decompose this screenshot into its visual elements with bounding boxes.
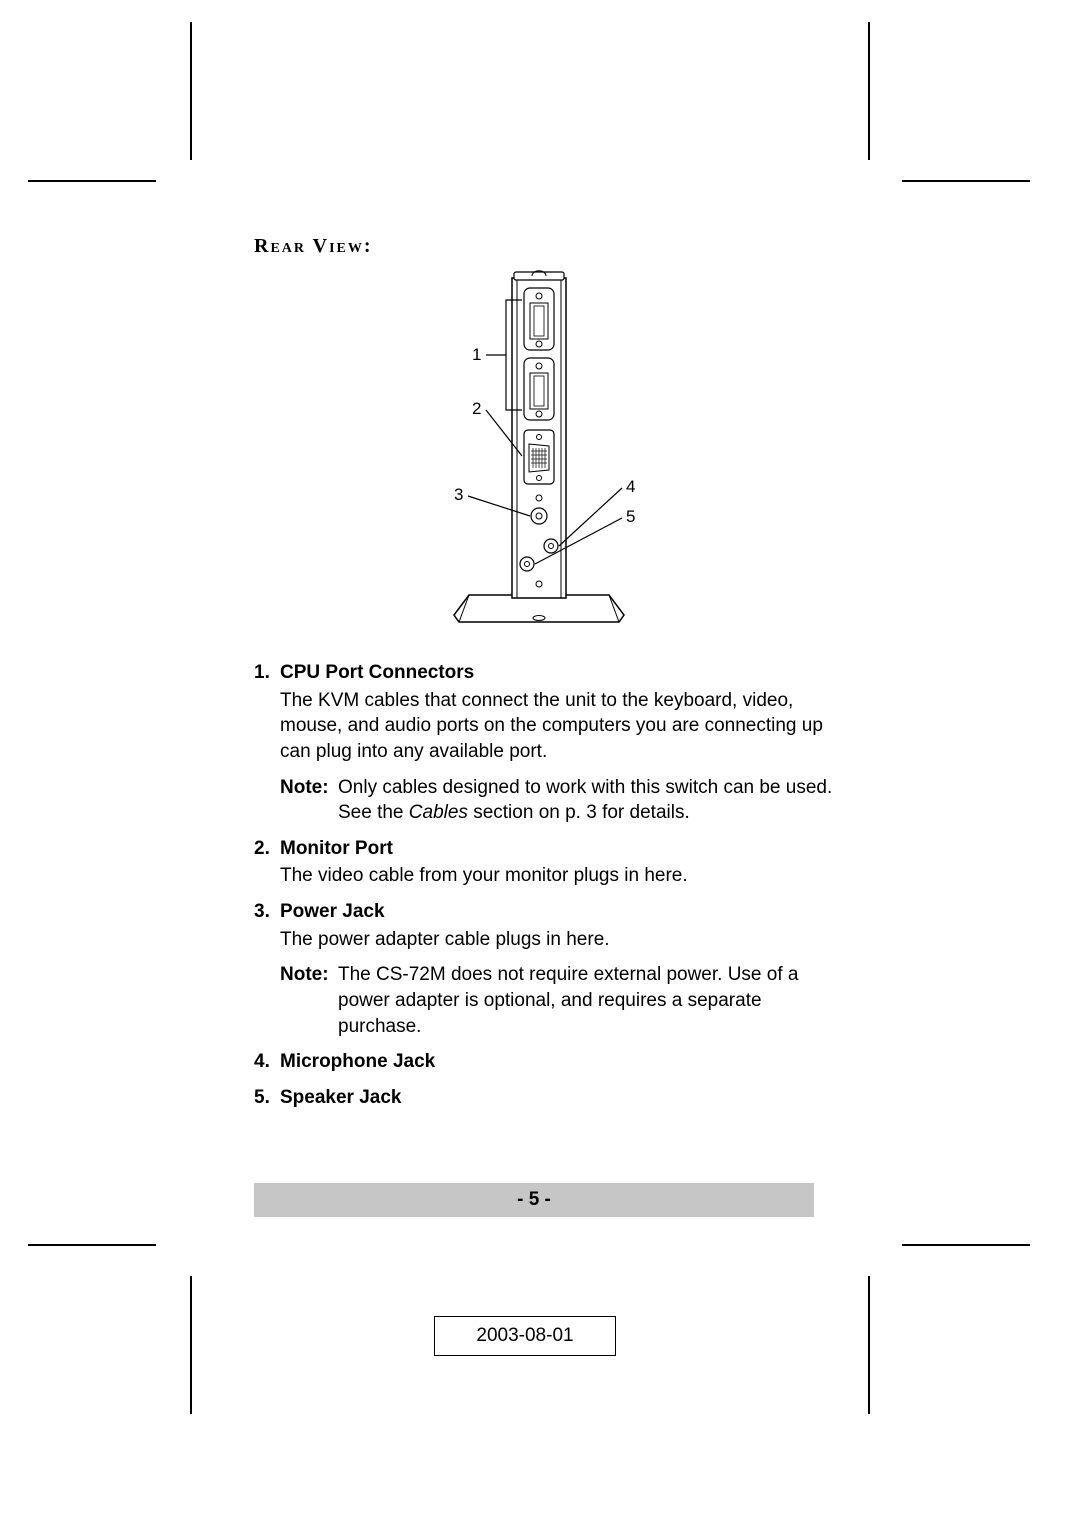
item-description: The KVM cables that connect the unit to … [280,688,834,765]
page-number: - 5 - [517,1189,551,1211]
list-item: 5. Speaker Jack [254,1085,834,1111]
note-label: Note: [280,775,338,826]
crop-mark [190,1276,192,1414]
callout-2: 2 [472,399,481,418]
item-number: 2. [254,836,280,889]
item-title: Microphone Jack [280,1051,435,1072]
crop-mark [902,180,1030,182]
crop-mark [28,180,156,182]
crop-mark [902,1244,1030,1246]
item-title: Monitor Port [280,838,393,859]
callout-5: 5 [626,507,635,526]
note-label: Note: [280,962,338,1039]
list-item: 1. CPU Port Connectors The KVM cables th… [254,660,834,826]
crop-mark [190,22,192,160]
item-title: CPU Port Connectors [280,662,474,683]
item-note: Note: Only cables designed to work with … [280,775,834,826]
crop-mark [868,22,870,160]
callout-3: 3 [454,485,463,504]
callout-4: 4 [626,477,635,496]
item-description: The power adapter cable plugs in here. [280,927,834,953]
note-text: The CS-72M does not require external pow… [338,962,834,1039]
date-box: 2003-08-01 [434,1316,616,1356]
item-number: 1. [254,660,280,826]
date-text: 2003-08-01 [476,1325,573,1347]
item-note: Note: The CS-72M does not require extern… [280,962,834,1039]
callout-1: 1 [472,345,481,364]
note-text: Only cables designed to work with this s… [338,775,834,826]
page-number-bar: - 5 - [254,1183,814,1217]
item-title: Speaker Jack [280,1087,402,1108]
item-number: 5. [254,1085,280,1111]
item-list: 1. CPU Port Connectors The KVM cables th… [254,660,834,1111]
item-number: 4. [254,1049,280,1075]
rear-view-diagram: 1 2 3 4 5 [254,270,834,640]
section-title: Rear View: [254,235,834,258]
item-description: The video cable from your monitor plugs … [280,863,834,889]
list-item: 3. Power Jack The power adapter cable pl… [254,899,834,1039]
crop-mark [868,1276,870,1414]
list-item: 4. Microphone Jack [254,1049,834,1075]
crop-mark [28,1244,156,1246]
item-number: 3. [254,899,280,1039]
item-title: Power Jack [280,901,385,922]
page-content: Rear View: [254,235,834,1121]
list-item: 2. Monitor Port The video cable from you… [254,836,834,889]
